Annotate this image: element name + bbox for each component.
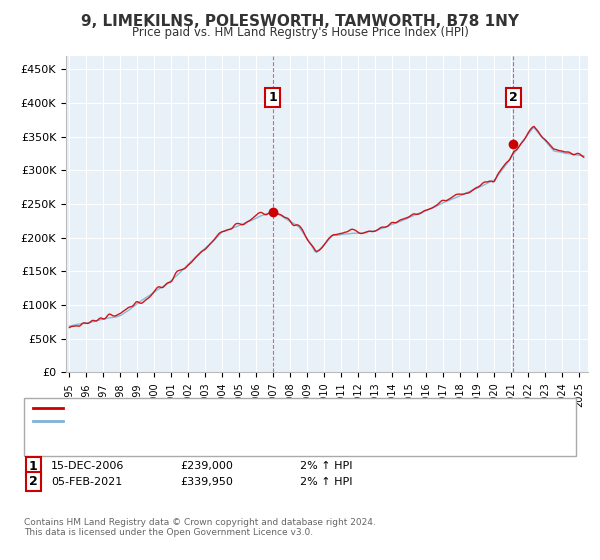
Text: 1: 1 [268,91,277,104]
Text: 9, LIMEKILNS, POLESWORTH, TAMWORTH, B78 1NY (detached house): 9, LIMEKILNS, POLESWORTH, TAMWORTH, B78 … [67,403,426,413]
Text: £339,950: £339,950 [180,477,233,487]
Text: 1: 1 [29,460,37,473]
Text: HPI: Average price, detached house, North Warwickshire: HPI: Average price, detached house, Nort… [67,416,362,426]
Text: 15-DEC-2006: 15-DEC-2006 [51,461,124,472]
Text: 2% ↑ HPI: 2% ↑ HPI [300,461,353,472]
Text: £239,000: £239,000 [180,461,233,472]
Text: 05-FEB-2021: 05-FEB-2021 [51,477,122,487]
Text: 2: 2 [509,91,517,104]
Text: Contains HM Land Registry data © Crown copyright and database right 2024.
This d: Contains HM Land Registry data © Crown c… [24,518,376,538]
Text: 2: 2 [29,475,37,488]
Text: 2% ↑ HPI: 2% ↑ HPI [300,477,353,487]
Text: 9, LIMEKILNS, POLESWORTH, TAMWORTH, B78 1NY: 9, LIMEKILNS, POLESWORTH, TAMWORTH, B78 … [81,14,519,29]
Text: Price paid vs. HM Land Registry's House Price Index (HPI): Price paid vs. HM Land Registry's House … [131,26,469,39]
